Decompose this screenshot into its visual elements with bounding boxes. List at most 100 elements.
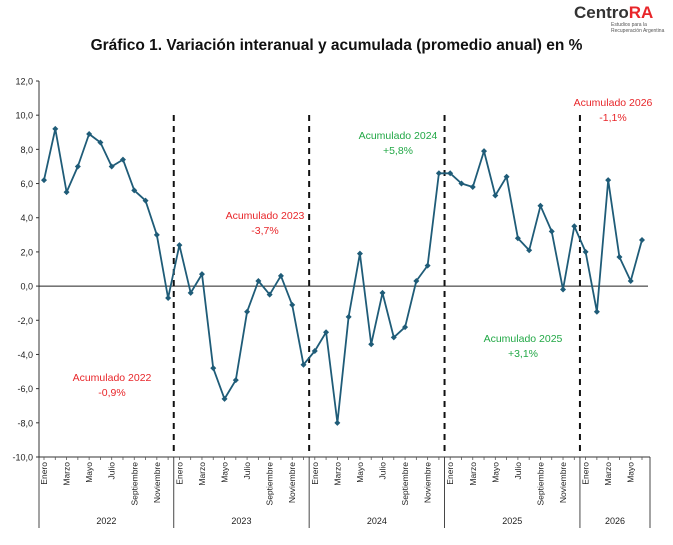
data-point-marker xyxy=(266,291,273,298)
annotation-value: +5,8% xyxy=(383,145,413,157)
centrora-logo: CentroRA Estudios para la Recuperación A… xyxy=(574,4,666,38)
data-point-marker xyxy=(345,313,352,320)
data-point-marker xyxy=(514,235,521,242)
data-point-marker xyxy=(368,341,375,348)
y-tick-label: 8,0 xyxy=(20,145,33,155)
data-point-marker xyxy=(582,248,589,255)
data-point-marker xyxy=(537,202,544,209)
year-label: 2026 xyxy=(605,516,625,526)
annotation-title: Acumulado 2022 xyxy=(73,372,152,384)
y-tick-label: 6,0 xyxy=(20,179,33,189)
data-point-marker xyxy=(97,139,104,146)
x-tick-label: Enero xyxy=(445,462,455,485)
data-point-marker xyxy=(469,183,476,190)
annotation-value: -1,1% xyxy=(599,112,626,124)
data-point-marker xyxy=(187,289,194,296)
data-point-marker xyxy=(232,377,239,384)
x-tick-label: Julio xyxy=(242,462,252,480)
data-point-marker xyxy=(323,329,330,336)
x-tick-label: Enero xyxy=(310,462,320,485)
data-point-marker xyxy=(413,277,420,284)
y-tick-label: -10,0 xyxy=(12,453,33,463)
data-point-marker xyxy=(379,289,386,296)
logo-suffix: RA xyxy=(628,3,654,22)
data-point-marker xyxy=(390,334,397,341)
x-tick-label: Julio xyxy=(513,462,523,480)
data-point-marker xyxy=(255,277,262,284)
data-point-marker xyxy=(277,272,284,279)
x-tick-label: Septiembre xyxy=(535,462,545,506)
data-point-marker xyxy=(63,189,70,196)
data-point-marker xyxy=(311,348,318,355)
data-point-marker xyxy=(334,419,341,426)
data-point-marker xyxy=(153,231,160,238)
data-point-marker xyxy=(41,177,47,184)
annotation-value: -3,7% xyxy=(251,225,278,237)
data-point-marker xyxy=(131,187,138,194)
annotation-value: +3,1% xyxy=(508,348,538,360)
data-point-marker xyxy=(435,170,442,177)
data-point-marker xyxy=(52,125,59,132)
y-tick-label: 12,0 xyxy=(15,77,33,87)
logo-subtitle-line1: Estudios para la xyxy=(611,22,647,28)
x-tick-label: Septiembre xyxy=(265,462,275,506)
data-point-marker xyxy=(402,324,409,331)
year-label: 2025 xyxy=(502,516,522,526)
data-point-marker xyxy=(221,395,228,402)
data-point-marker xyxy=(300,361,307,368)
annotation-value: -0,9% xyxy=(98,387,125,399)
y-tick-label: 2,0 xyxy=(20,247,33,257)
logo-prefix: Centro xyxy=(574,3,629,22)
data-point-marker xyxy=(289,301,296,308)
data-point-marker xyxy=(571,223,578,230)
x-tick-label: Septiembre xyxy=(129,462,139,506)
x-tick-label: Marzo xyxy=(603,462,613,486)
logo-wordmark: CentroRA xyxy=(574,4,666,22)
data-point-marker xyxy=(503,173,510,180)
y-tick-label: -4,0 xyxy=(17,350,33,360)
x-tick-label: Marzo xyxy=(197,462,207,486)
data-point-marker xyxy=(119,156,126,163)
series-line xyxy=(43,127,643,424)
annotation-title: Acumulado 2024 xyxy=(359,130,438,142)
y-tick-label: -2,0 xyxy=(17,316,33,326)
data-point-marker xyxy=(142,197,149,204)
data-point-marker xyxy=(639,236,645,243)
x-tick-label: Enero xyxy=(174,462,184,485)
year-label: 2023 xyxy=(231,516,251,526)
x-tick-label: Mayo xyxy=(84,462,94,483)
y-tick-label: 0,0 xyxy=(20,282,33,292)
year-label: 2022 xyxy=(96,516,116,526)
data-point-marker xyxy=(108,163,115,170)
x-tick-label: Marzo xyxy=(332,462,342,486)
data-point-marker xyxy=(627,277,634,284)
y-tick-label: -6,0 xyxy=(17,384,33,394)
data-point-marker xyxy=(74,163,81,170)
x-tick-label: Marzo xyxy=(468,462,478,486)
data-point-marker xyxy=(165,295,172,302)
data-point-marker xyxy=(356,250,363,257)
chart-title: Gráfico 1. Variación interanual y acumul… xyxy=(90,37,583,54)
x-tick-label: Julio xyxy=(107,462,117,480)
x-tick-label: Mayo xyxy=(490,462,500,483)
annotation-title: Acumulado 2025 xyxy=(484,333,563,345)
x-tick-label: Enero xyxy=(39,462,49,485)
x-tick-label: Septiembre xyxy=(400,462,410,506)
annotation-title: Acumulado 2023 xyxy=(226,210,305,222)
x-tick-label: Mayo xyxy=(626,462,636,483)
x-tick-label: Noviembre xyxy=(423,462,433,503)
annotation-title: Acumulado 2026 xyxy=(574,97,653,109)
year-label: 2024 xyxy=(367,516,387,526)
data-point-marker xyxy=(447,170,454,177)
data-point-marker xyxy=(176,242,183,249)
data-point-marker xyxy=(605,177,612,184)
data-point-marker xyxy=(526,247,533,254)
data-point-marker xyxy=(548,228,555,235)
x-tick-label: Mayo xyxy=(220,462,230,483)
x-tick-label: Julio xyxy=(377,462,387,480)
data-point-marker xyxy=(424,262,431,269)
data-point-marker xyxy=(458,180,465,187)
y-tick-label: 10,0 xyxy=(15,111,33,121)
data-point-marker xyxy=(560,286,567,293)
